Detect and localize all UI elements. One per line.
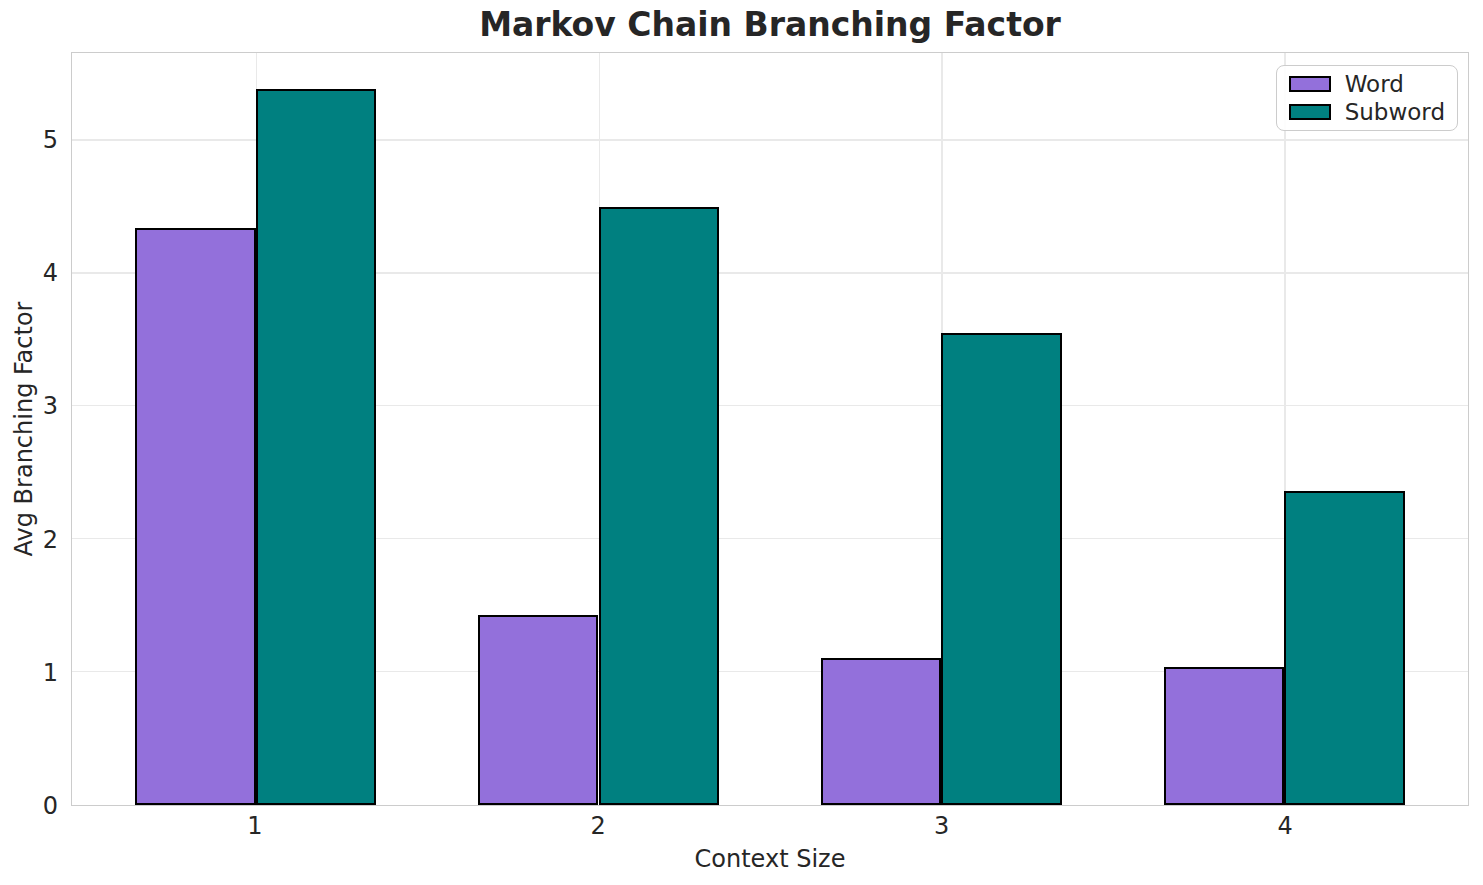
plot-area: WordSubword: [71, 52, 1469, 806]
bar-subword-1: [256, 89, 376, 805]
x-axis-label: Context Size: [71, 845, 1469, 873]
bar-subword-4: [1284, 491, 1404, 805]
x-tick-1: 1: [247, 812, 262, 840]
bar-subword-3: [941, 333, 1061, 805]
y-tick-4: 4: [0, 258, 58, 288]
legend-swatch-word: [1289, 76, 1331, 92]
y-tick-5: 5: [0, 125, 58, 155]
bar-word-3: [821, 658, 941, 805]
y-tick-0: 0: [0, 791, 58, 821]
x-tick-4: 4: [1278, 812, 1293, 840]
chart-title: Markov Chain Branching Factor: [71, 5, 1469, 44]
legend-label-subword: Subword: [1345, 99, 1445, 125]
legend-row-word: Word: [1289, 72, 1445, 96]
x-axis-ticks: 1 2 3 4: [71, 812, 1469, 844]
bar-subword-2: [599, 207, 719, 805]
legend-label-word: Word: [1345, 71, 1404, 97]
y-axis-label: Avg Branching Factor: [10, 302, 38, 557]
bar-word-4: [1164, 667, 1284, 805]
legend-swatch-subword: [1289, 104, 1331, 120]
legend: WordSubword: [1276, 65, 1458, 131]
bar-word-1: [135, 228, 255, 805]
bar-word-2: [478, 615, 598, 805]
legend-row-subword: Subword: [1289, 100, 1445, 124]
chart-figure: Markov Chain Branching Factor WordSubwor…: [0, 0, 1483, 885]
y-tick-1: 1: [0, 658, 58, 688]
x-tick-2: 2: [591, 812, 606, 840]
x-tick-3: 3: [934, 812, 949, 840]
